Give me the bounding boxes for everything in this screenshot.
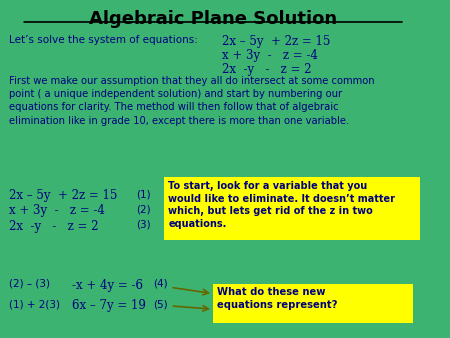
- Text: (5): (5): [153, 299, 168, 309]
- Text: (2): (2): [136, 204, 151, 215]
- Text: (1): (1): [136, 189, 151, 199]
- Text: (2) – (3): (2) – (3): [9, 279, 49, 289]
- Text: 6x – 7y = 19: 6x – 7y = 19: [72, 299, 146, 312]
- FancyBboxPatch shape: [213, 284, 414, 323]
- Text: Let’s solve the system of equations:: Let’s solve the system of equations:: [9, 35, 198, 46]
- Text: 2x  -y   -   z = 2: 2x -y - z = 2: [9, 220, 98, 233]
- FancyBboxPatch shape: [164, 177, 420, 240]
- Text: 2x  -y   -   z = 2: 2x -y - z = 2: [221, 63, 311, 75]
- Text: x + 3y  -   z = -4: x + 3y - z = -4: [221, 49, 317, 62]
- Text: (3): (3): [136, 220, 151, 230]
- Text: 2x – 5y  + 2z = 15: 2x – 5y + 2z = 15: [221, 35, 330, 48]
- Text: What do these new
equations represent?: What do these new equations represent?: [217, 287, 338, 310]
- Text: -x + 4y = -6: -x + 4y = -6: [72, 279, 144, 292]
- Text: To start, look for a variable that you
would like to eliminate. It doesn’t matte: To start, look for a variable that you w…: [168, 181, 396, 229]
- Text: x + 3y  -   z = -4: x + 3y - z = -4: [9, 204, 104, 217]
- Text: 2x – 5y  + 2z = 15: 2x – 5y + 2z = 15: [9, 189, 117, 202]
- Text: (1) + 2(3): (1) + 2(3): [9, 299, 59, 309]
- Text: (4): (4): [153, 279, 168, 289]
- Text: First we make our assumption that they all do intersect at some common
point ( a: First we make our assumption that they a…: [9, 76, 374, 126]
- Text: Algebraic Plane Solution: Algebraic Plane Solution: [89, 10, 337, 28]
